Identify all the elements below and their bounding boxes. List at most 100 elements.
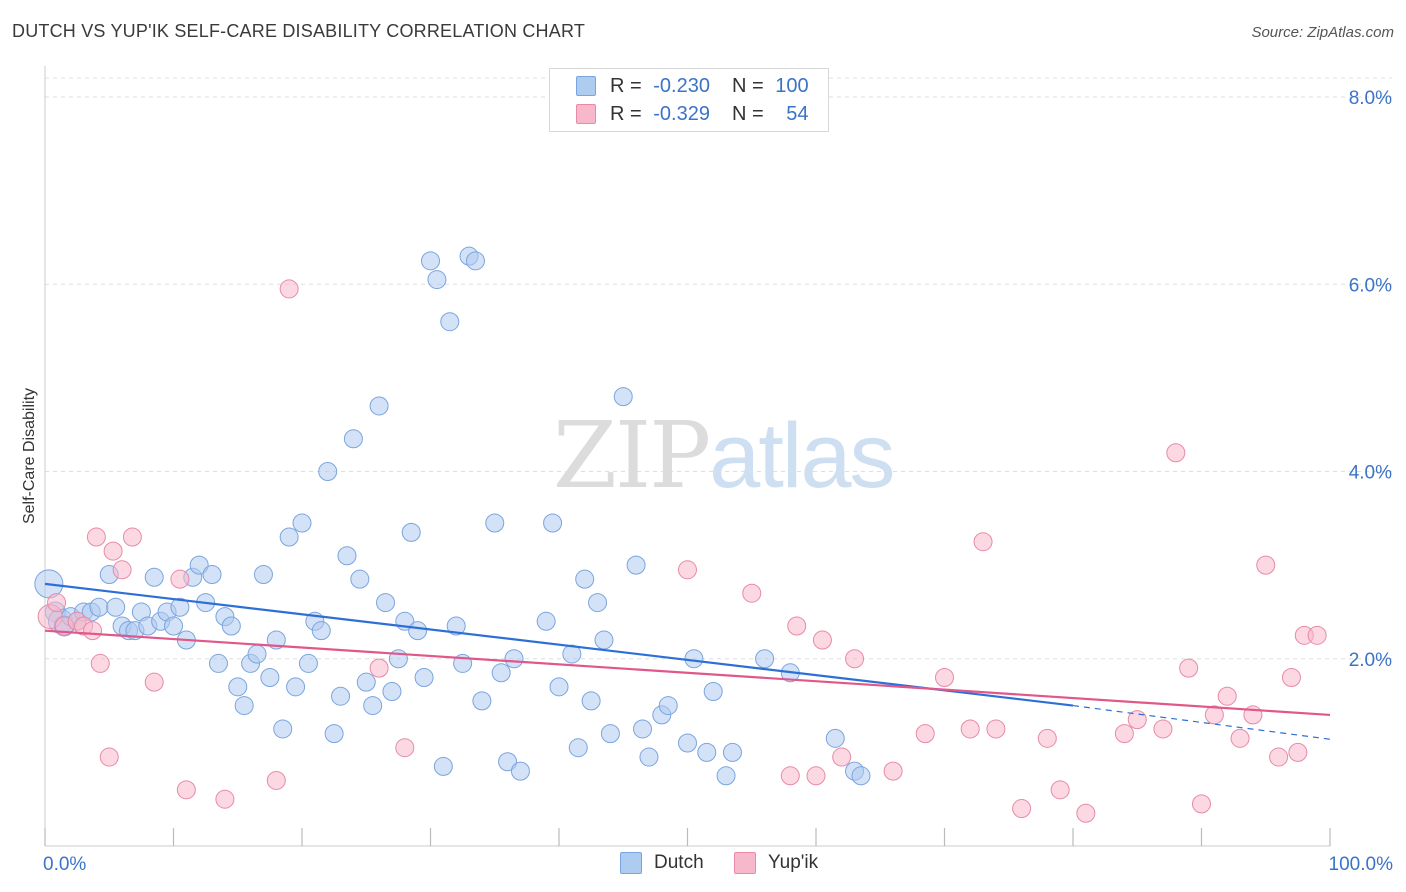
series-swatch-yupik (734, 852, 756, 874)
dutch-point (369, 396, 389, 416)
yupik-point (742, 583, 762, 603)
y-tick-label: 8.0% (1349, 88, 1392, 109)
dutch-point (581, 691, 601, 711)
watermark-atlas: atlas (709, 405, 895, 507)
dutch-point (504, 649, 524, 669)
dutch-point (350, 569, 370, 589)
series-legend-dutch[interactable]: Dutch (620, 852, 704, 874)
dutch-point (568, 738, 588, 758)
dutch-point (414, 667, 434, 687)
dutch-point (144, 567, 164, 587)
correlation-legend: R = -0.230 N = 100 R = -0.329 N = 54 (549, 68, 829, 132)
dutch-point (440, 312, 460, 332)
dutch-point (684, 649, 704, 669)
dutch-point (279, 527, 299, 547)
yupik-point (883, 761, 903, 781)
legend-r-value: -0.230 (653, 74, 710, 97)
yupik-point (112, 560, 132, 580)
legend-n-label: N = (731, 102, 770, 125)
chart-title: DUTCH VS YUP'IK SELF-CARE DISABILITY COR… (12, 21, 586, 41)
yupik-point (395, 738, 415, 758)
dutch-point (722, 742, 742, 762)
dutch-point (292, 513, 312, 533)
yupik-point (279, 279, 299, 299)
dutch-point (588, 593, 608, 613)
yupik-trend-line (44, 629, 1331, 717)
yupik-point (780, 766, 800, 786)
dutch-point (331, 686, 351, 706)
legend-n-value: 54 (786, 102, 809, 125)
series-label-yupik: Yup'ik (768, 852, 819, 873)
yupik-point (1256, 555, 1276, 575)
dutch-point (510, 761, 530, 781)
dutch-point (170, 597, 190, 617)
yupik-point (86, 527, 106, 547)
dutch-point (311, 621, 331, 641)
dutch-trend-line (44, 582, 1074, 707)
series-legend-yupik[interactable]: Yup'ik (734, 852, 818, 874)
yupik-point (1076, 803, 1096, 823)
dutch-point (825, 728, 845, 748)
dutch-point (851, 766, 871, 786)
dutch-point (164, 616, 183, 636)
y-tick-label: 2.0% (1349, 650, 1392, 671)
yupik-point (1012, 799, 1032, 819)
dutch-point (626, 555, 646, 575)
dutch-point (208, 653, 228, 673)
series-swatch-dutch (620, 852, 642, 874)
legend-swatch-dutch (576, 76, 596, 96)
dutch-point (543, 513, 563, 533)
dutch-point (575, 569, 595, 589)
yupik-point (170, 569, 190, 589)
dutch-point (247, 644, 267, 664)
dutch-point (613, 387, 633, 407)
y-tick-label: 6.0% (1349, 275, 1392, 296)
dutch-point (253, 564, 273, 584)
dutch-trend-extension (1072, 704, 1331, 740)
dutch-point (221, 616, 241, 636)
yupik-point (832, 747, 852, 767)
series-legend: Dutch Yup'ik (0, 852, 1406, 878)
yupik-point (122, 527, 142, 547)
yupik-point (1217, 686, 1237, 706)
yupik-point (915, 724, 935, 744)
source-label: Source: ZipAtlas.com (1251, 24, 1394, 41)
yupik-point (806, 766, 826, 786)
yupik-point (1153, 719, 1173, 739)
yupik-point (1288, 742, 1308, 762)
yupik-point (99, 747, 119, 767)
legend-r-value: -0.329 (653, 102, 710, 125)
x-tick-label: 0.0% (43, 854, 86, 875)
yupik-point (787, 616, 807, 636)
yupik-point (1114, 724, 1134, 744)
yupik-point (1281, 667, 1301, 687)
yupik-point (103, 541, 123, 561)
watermark-zip: ZIP (553, 402, 711, 509)
yupik-point (845, 649, 865, 669)
yupik-point (215, 789, 235, 809)
dutch-point (465, 251, 485, 271)
yupik-point (1037, 728, 1057, 748)
dutch-point (106, 597, 126, 617)
legend-r-label: R = (610, 102, 648, 125)
yupik-point (1050, 780, 1070, 800)
yupik-point (1204, 705, 1224, 725)
dutch-point (234, 696, 254, 716)
dutch-point (536, 611, 556, 631)
dutch-point (324, 724, 344, 744)
dutch-point (382, 682, 402, 702)
yupik-point (176, 780, 196, 800)
dutch-point (600, 724, 620, 744)
x-tick-label: 100.0% (1329, 854, 1394, 875)
yupik-point (678, 560, 697, 580)
dutch-point (89, 597, 109, 617)
y-axis-label: Self-Care Disability (21, 388, 38, 524)
dutch-point (401, 522, 421, 542)
dutch-point (363, 696, 383, 716)
dutch-point (485, 513, 505, 533)
dutch-point (298, 653, 318, 673)
yupik-point (144, 672, 164, 692)
yupik-point (1192, 794, 1211, 814)
yupik-point (47, 593, 67, 613)
